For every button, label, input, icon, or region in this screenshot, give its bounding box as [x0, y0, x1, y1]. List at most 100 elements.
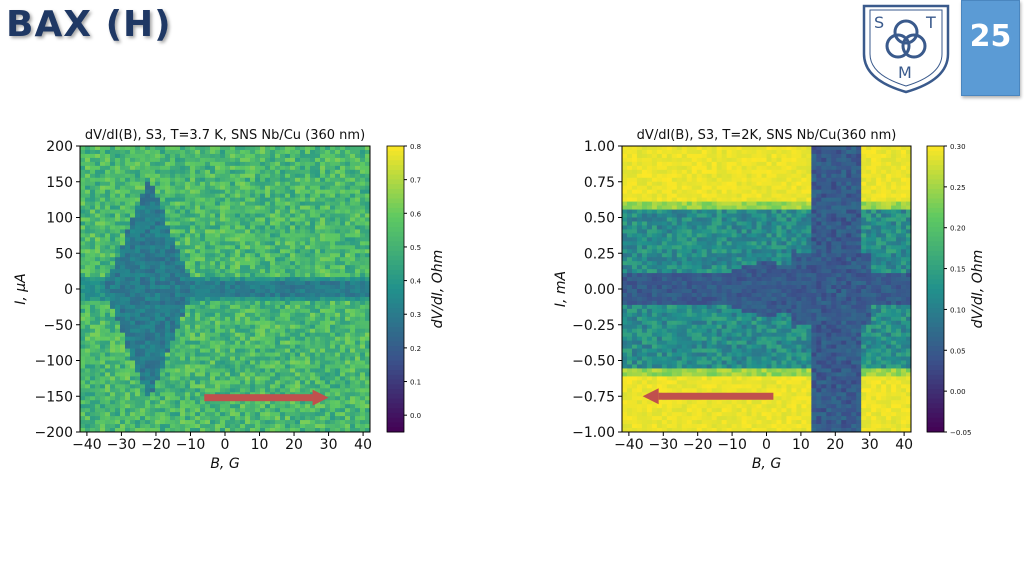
heatmap-cell — [886, 181, 892, 187]
heatmap-cell — [350, 217, 356, 222]
heatmap-cell — [300, 205, 306, 210]
heatmap-cell — [365, 177, 371, 183]
heatmap-cell — [215, 185, 221, 191]
heatmap-cell — [90, 300, 96, 306]
heatmap-cell — [300, 348, 306, 353]
heatmap-cell — [245, 376, 251, 381]
heatmap-cell — [340, 185, 346, 191]
heatmap-cell — [210, 281, 216, 286]
heatmap-cell — [175, 312, 181, 318]
heatmap-cell — [185, 157, 191, 163]
heatmap-cell — [335, 221, 341, 226]
heatmap-cell — [270, 153, 276, 159]
heatmap-cell — [350, 308, 356, 314]
heatmap-cell — [325, 332, 331, 338]
heatmap-cell — [320, 149, 326, 155]
heatmap-cell — [721, 169, 728, 175]
heatmap-cell — [325, 237, 331, 242]
heatmap-cell — [360, 149, 366, 155]
heatmap-cell — [210, 384, 216, 389]
heatmap-cell — [80, 193, 86, 199]
heatmap-cell — [906, 149, 912, 155]
heatmap-cell — [80, 165, 86, 171]
heatmap-cell — [115, 348, 121, 353]
heatmap-cell — [255, 177, 261, 183]
heatmap-cell — [80, 281, 86, 286]
heatmap-cell — [160, 253, 166, 258]
heatmap-cell — [240, 269, 246, 274]
heatmap-cell — [145, 253, 151, 258]
heatmap-cell — [160, 241, 166, 246]
heatmap-cell — [80, 320, 86, 326]
heatmap-cell — [245, 185, 251, 191]
heatmap-cell — [275, 300, 281, 306]
heatmap-cell — [255, 245, 261, 250]
heatmap-cell — [185, 412, 191, 417]
heatmap-cell — [285, 265, 291, 270]
heatmap-cell — [360, 308, 366, 314]
heatmap-cell — [105, 146, 111, 151]
heatmap-cell — [355, 308, 361, 314]
heatmap-cell — [275, 348, 281, 353]
heatmap-cell — [140, 336, 146, 342]
heatmap-cell — [355, 328, 361, 334]
heatmap-cell — [100, 312, 106, 318]
heatmap-cell — [100, 165, 106, 171]
heatmap-cell — [305, 384, 311, 389]
heatmap-cell — [365, 344, 371, 349]
heatmap-cell — [135, 173, 141, 179]
heatmap-cell — [210, 225, 216, 230]
heatmap-cell — [175, 201, 181, 206]
heatmap-cell — [330, 237, 336, 242]
heatmap-cell — [260, 308, 266, 314]
heatmap-cell — [85, 173, 91, 179]
heatmap-cell — [120, 380, 126, 385]
heatmap-cell — [165, 165, 171, 171]
heatmap-cell — [145, 400, 151, 405]
heatmap-cell — [300, 352, 306, 357]
heatmap-cell — [355, 165, 361, 171]
heatmap-cell — [160, 249, 166, 254]
heatmap-cell — [320, 217, 326, 222]
heatmap-cell — [300, 257, 306, 262]
heatmap-cell — [746, 189, 752, 195]
heatmap-cell — [85, 253, 91, 258]
colorbar-segment — [387, 393, 404, 400]
heatmap-cell — [155, 348, 161, 353]
heatmap-cell — [235, 400, 241, 405]
heatmap-cell — [185, 185, 191, 191]
heatmap-cell — [220, 388, 226, 393]
heatmap-cell — [245, 229, 251, 234]
heatmap-cell — [761, 169, 767, 175]
heatmap-cell — [350, 281, 356, 286]
heatmap-cell — [200, 428, 206, 433]
heatmap-cell — [335, 300, 341, 306]
heatmap-cell — [155, 161, 161, 167]
heatmap-cell — [170, 225, 176, 230]
heatmap-cell — [285, 408, 291, 413]
heatmap-cell — [270, 185, 276, 191]
heatmap-cell — [140, 261, 146, 266]
heatmap-cell — [215, 205, 221, 210]
heatmap-cell — [345, 289, 351, 294]
heatmap-cell — [130, 213, 136, 218]
heatmap-cell — [300, 376, 306, 381]
heatmap-cell — [150, 416, 156, 421]
heatmap-cell — [190, 193, 196, 199]
heatmap-cell — [90, 412, 96, 417]
heatmap-cell — [295, 320, 301, 326]
heatmap-cell — [220, 428, 226, 433]
heatmap-cell — [335, 416, 341, 421]
heatmap-cell — [110, 185, 116, 191]
heatmap-cell — [230, 336, 236, 342]
heatmap-cell — [345, 324, 351, 330]
heatmap-cell — [791, 181, 797, 187]
heatmap-cell — [105, 388, 111, 393]
heatmap-cell — [190, 380, 196, 385]
heatmap-cell — [80, 249, 86, 254]
heatmap-cell — [235, 281, 241, 286]
heatmap-cell — [110, 169, 116, 175]
heatmap-cell — [330, 201, 336, 206]
heatmap-cell — [220, 364, 226, 369]
heatmap-cell — [365, 157, 371, 163]
